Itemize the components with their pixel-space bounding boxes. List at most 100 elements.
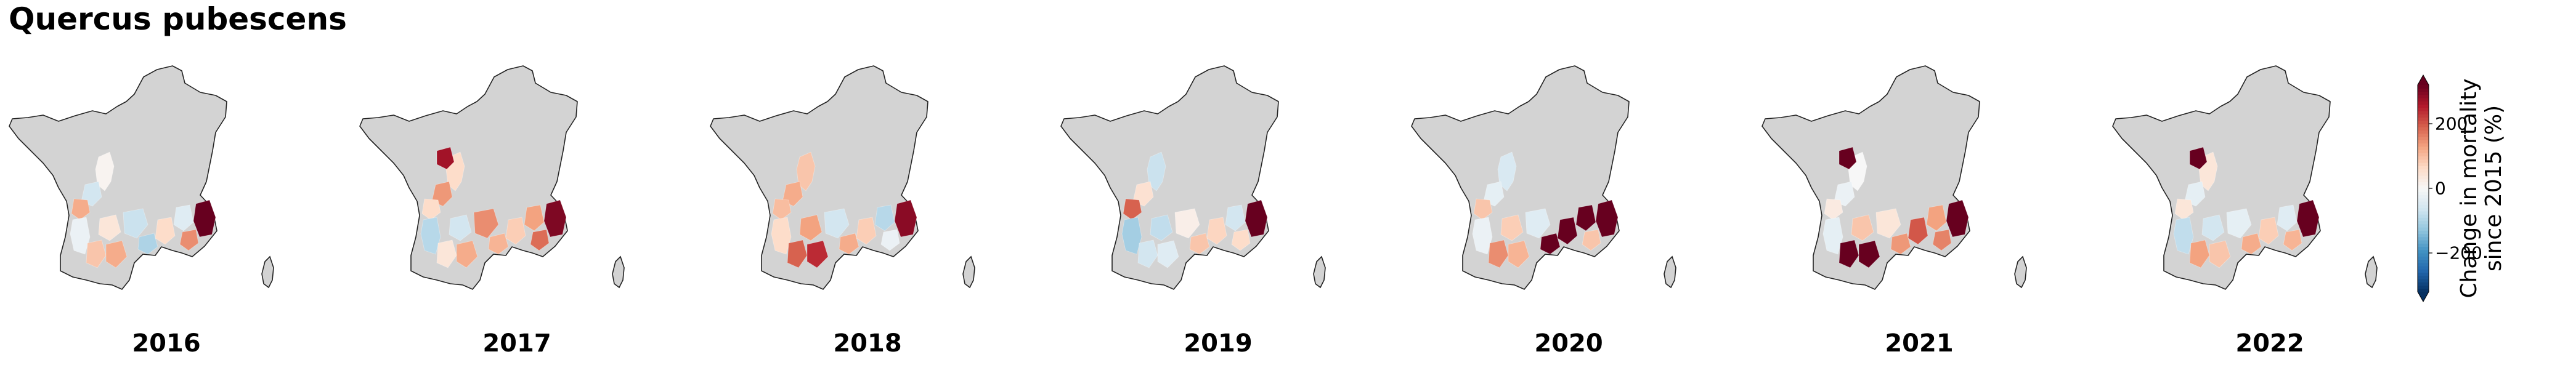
map-panel-2022: 2022: [2103, 58, 2436, 364]
region-provence-west: [1231, 229, 1251, 251]
region-pyrenees-center: [105, 240, 128, 268]
region-central-south: [2241, 233, 2262, 255]
region-provence-west: [2283, 229, 2302, 251]
region-pyrenees-center: [807, 240, 829, 268]
colorbar-segment: [2418, 191, 2429, 196]
colorbar-segment: [2418, 256, 2429, 260]
region-pyrenees-center: [1858, 240, 1880, 268]
colorbar-segment: [2418, 262, 2429, 267]
colorbar-segment: [2418, 288, 2429, 292]
colorbar-segment: [2418, 175, 2429, 179]
colorbar-gradient: [2417, 74, 2432, 303]
map-panel-2020: 2020: [1402, 58, 1735, 364]
region-pyrenees-west: [1137, 239, 1158, 268]
colorbar-segment: [2418, 153, 2429, 157]
colorbar-segment: [2418, 117, 2429, 121]
region-brittany-south: [2189, 146, 2208, 170]
region-massif-central: [1525, 208, 1551, 239]
france-map: [9, 65, 274, 290]
region-central-south: [488, 233, 509, 255]
region-massif-central: [1875, 208, 1901, 239]
map-panel-2016: 2016: [0, 58, 333, 364]
colorbar-segment: [2418, 246, 2429, 251]
colorbar-segment: [2418, 185, 2429, 189]
colorbar-extend-min: [2418, 292, 2429, 302]
region-rhone: [2277, 204, 2298, 231]
region-aquitaine: [1822, 217, 1843, 255]
colorbar-segment: [2418, 279, 2429, 283]
panel-year-label: 2017: [482, 329, 551, 358]
region-pyrenees-center: [2209, 240, 2231, 268]
colorbar-segment: [2418, 236, 2429, 241]
colorbar-segment: [2418, 207, 2429, 212]
region-central-south: [1890, 233, 1911, 255]
region-pyrenees-west: [436, 239, 457, 268]
region-pyrenees-center: [1157, 240, 1179, 268]
colorbar-segment: [2418, 214, 2429, 218]
france-map: [359, 65, 625, 290]
region-aquitaine: [70, 217, 91, 255]
region-languedoc: [1908, 217, 1928, 245]
colorbar-tick-label: 0: [2435, 178, 2446, 199]
colorbar-segment: [2418, 172, 2429, 176]
region-aquitaine: [420, 217, 441, 255]
region-central-south: [1540, 233, 1561, 255]
colorbar-segment: [2418, 198, 2429, 202]
region-provence-east: [1245, 199, 1268, 238]
panel-year-label: 2021: [1885, 329, 1954, 358]
region-provence-east: [193, 199, 216, 238]
region-atlantic-coast: [1123, 198, 1142, 220]
region-toulouse: [98, 214, 121, 241]
region-toulouse: [2201, 214, 2225, 241]
region-pyrenees-center: [1508, 240, 1530, 268]
region-north-center: [95, 151, 115, 191]
region-atlantic-coast: [421, 198, 441, 220]
colorbar-segment: [2418, 217, 2429, 222]
region-toulouse: [449, 214, 472, 241]
region-rhone: [173, 204, 194, 231]
colorbar-segment: [2418, 275, 2429, 279]
colorbar-segment: [2418, 101, 2429, 105]
colorbar-segment: [2418, 162, 2429, 166]
colorbar-tick-label: −200: [2435, 243, 2482, 263]
colorbar-segment: [2418, 104, 2429, 108]
region-provence-east: [1595, 199, 1619, 238]
region-aquitaine: [2173, 217, 2194, 255]
colorbar-segment: [2418, 240, 2429, 244]
region-massif-central: [2226, 208, 2252, 239]
colorbar-segment: [2418, 137, 2429, 140]
france-map: [2112, 65, 2378, 290]
region-massif-central: [473, 208, 499, 239]
corsica-land: [1313, 255, 1326, 289]
region-pyrenees-west: [1488, 239, 1509, 268]
colorbar-segment: [2418, 269, 2429, 273]
region-provence-east: [894, 199, 917, 238]
region-provence-east: [1946, 199, 1969, 238]
colorbar-segment: [2418, 127, 2429, 131]
colorbar-segment: [2418, 88, 2429, 92]
region-massif-central: [824, 208, 850, 239]
corsica-land: [261, 255, 274, 289]
panel-year-label: 2022: [2235, 329, 2304, 358]
region-provence-west: [1582, 229, 1601, 251]
colorbar-segment: [2418, 124, 2429, 127]
region-pyrenees-west: [1839, 239, 1859, 268]
france-map: [1411, 65, 1676, 290]
colorbar-segment: [2418, 178, 2429, 183]
region-languedoc: [1557, 217, 1578, 245]
region-rhone: [874, 204, 895, 231]
region-rhone: [524, 204, 545, 231]
region-rhone: [1575, 204, 1596, 231]
colorbar-outline: [2417, 74, 2429, 303]
colorbar-segment: [2418, 107, 2429, 111]
colorbar-tick-label: 200: [2435, 113, 2468, 134]
region-north-center: [1497, 151, 1517, 191]
region-languedoc: [505, 217, 526, 245]
colorbar-segment: [2418, 143, 2429, 147]
colorbar-segment: [2418, 85, 2429, 89]
map-panel-2017: 2017: [351, 58, 683, 364]
colorbar-segment: [2418, 223, 2429, 228]
map-panel-2018: 2018: [701, 58, 1034, 364]
region-languedoc: [155, 217, 176, 245]
region-languedoc: [856, 217, 877, 245]
